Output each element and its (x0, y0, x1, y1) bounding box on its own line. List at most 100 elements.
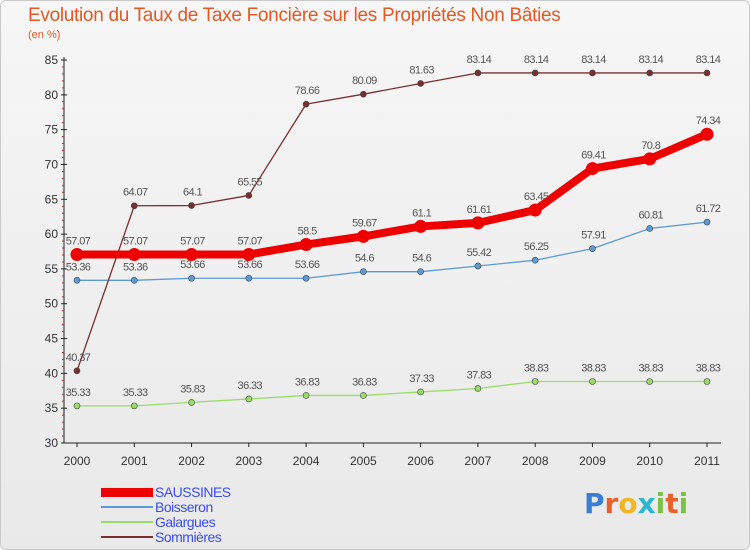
data-point (589, 245, 596, 252)
data-label: 61.61 (467, 204, 492, 216)
data-point (414, 219, 428, 233)
data-point (356, 229, 370, 243)
logo-letter: o (618, 487, 638, 520)
data-point (302, 392, 310, 399)
data-point (585, 162, 599, 176)
y-tick-label: 45 (45, 332, 59, 346)
data-label: 36.83 (295, 376, 320, 388)
data-label: 35.33 (66, 387, 91, 399)
data-point (130, 402, 138, 410)
y-tick-label: 75 (45, 123, 59, 137)
data-label: 65.55 (238, 176, 263, 188)
data-point (360, 90, 367, 98)
x-tick-label: 2004 (293, 454, 320, 468)
legend-label: Boisseron (155, 499, 213, 515)
legend-swatch (101, 536, 153, 538)
y-tick-label: 30 (45, 436, 59, 450)
data-point (245, 395, 253, 403)
data-label: 57.07 (180, 235, 205, 247)
data-point (70, 247, 84, 261)
data-label: 56.25 (524, 241, 549, 253)
data-label: 60.81 (638, 209, 663, 221)
series-sommi-res (73, 69, 711, 375)
legend-item: SAUSSINES (101, 485, 301, 500)
data-label: 61.1 (412, 207, 431, 219)
data-point (188, 399, 195, 406)
data-point (703, 378, 711, 385)
data-label: 57.91 (581, 230, 606, 242)
data-label: 37.33 (409, 373, 434, 385)
series-boisseron (73, 218, 711, 284)
legend-swatch (101, 521, 153, 523)
data-label: 38.83 (524, 363, 549, 375)
legend-swatch (101, 487, 153, 497)
data-labels-layer: 53.36 53.36 53.66 53.66 53.66 54.6 54.6 55.42 56… (66, 54, 722, 399)
y-tick-label: 65 (45, 192, 59, 206)
data-point (528, 203, 542, 217)
data-label: 53.36 (123, 261, 148, 273)
data-point (474, 69, 482, 77)
series-line (77, 221, 708, 281)
data-label: 54.6 (355, 253, 374, 265)
data-point (299, 238, 313, 252)
x-tick-label: 2002 (178, 454, 205, 468)
legend-item: Boisseron (101, 500, 301, 515)
x-tick-label: 2006 (407, 454, 434, 468)
series-line (76, 72, 707, 372)
series-saussines (70, 127, 714, 261)
data-point (73, 367, 81, 375)
data-label: 53.66 (295, 259, 320, 271)
data-label: 57.07 (66, 235, 91, 247)
data-label: 59.67 (352, 217, 377, 229)
data-point (703, 218, 711, 226)
x-tick-label: 2001 (121, 454, 148, 468)
data-label: 38.83 (638, 363, 663, 375)
series-line (77, 130, 709, 259)
logo-letter: x (637, 487, 656, 520)
data-point (242, 247, 256, 261)
x-tick-label: 2010 (636, 454, 663, 468)
data-point (531, 69, 539, 77)
data-label: 64.07 (123, 187, 148, 199)
chart-subtitle: (en %) (28, 29, 61, 41)
data-point (646, 69, 654, 77)
legend-label: Sommières (155, 529, 222, 545)
data-point (360, 268, 367, 275)
data-point (245, 274, 253, 282)
series-layer (70, 69, 714, 410)
data-point (188, 202, 195, 209)
x-tick-label: 2000 (64, 454, 91, 468)
data-point (589, 378, 596, 385)
y-tick-label: 35 (45, 401, 59, 415)
data-label: 83.14 (467, 54, 492, 66)
data-label: 74.34 (696, 115, 721, 127)
x-tick-label: 2011 (694, 454, 720, 468)
logo-letter: i (678, 487, 689, 520)
data-label: 83.14 (581, 54, 606, 66)
series-galargues (73, 378, 711, 410)
x-tick-label: 2007 (465, 454, 492, 468)
data-point (417, 80, 424, 87)
logo-letter: P (584, 487, 605, 520)
data-label: 81.63 (409, 64, 434, 76)
data-point (73, 402, 81, 410)
data-label: 70.8 (641, 140, 660, 152)
data-point (646, 378, 654, 385)
data-point (127, 247, 141, 261)
y-tick-label: 55 (45, 262, 59, 276)
legend-item: Galargues (101, 515, 301, 530)
data-label: 38.83 (581, 363, 606, 375)
legend-item: Sommières (101, 530, 301, 545)
data-label: 83.14 (638, 54, 663, 66)
data-point (302, 100, 310, 108)
x-tick-label: 2003 (235, 454, 262, 468)
data-label: 53.66 (180, 259, 205, 271)
data-label: 58.5 (298, 226, 317, 238)
data-point (417, 268, 424, 275)
data-label: 35.33 (123, 387, 148, 399)
data-label: 61.72 (696, 203, 721, 215)
data-label: 55.42 (467, 247, 492, 259)
logo-letter: r (604, 487, 619, 520)
legend-swatch (101, 506, 153, 508)
